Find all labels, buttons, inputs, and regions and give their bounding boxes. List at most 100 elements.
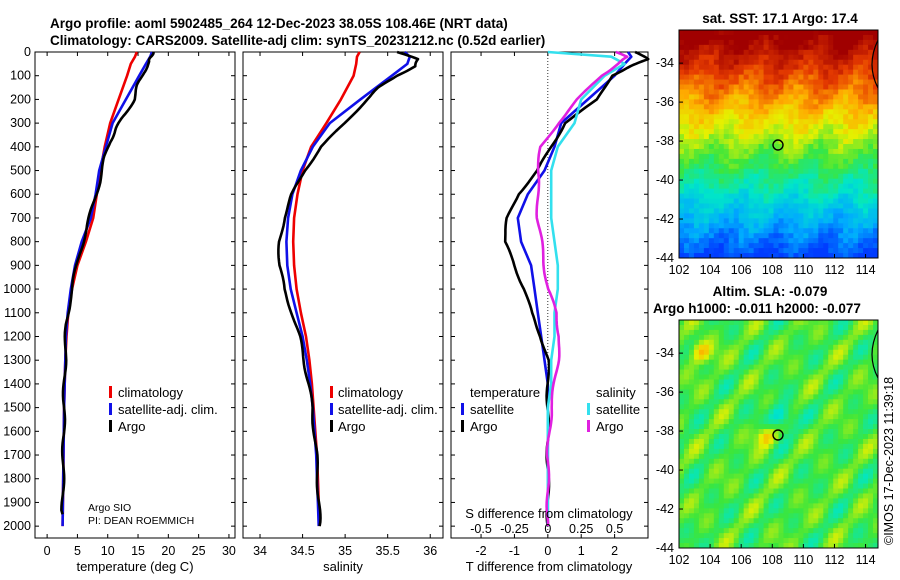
sst-cell [778,163,784,170]
sla-cell [738,483,745,489]
sla-cell [718,339,725,346]
sla-cell [758,533,764,539]
sst-cell [808,94,814,100]
sla-cell [743,419,750,425]
sst-cell [763,188,769,194]
sst-cell [828,193,834,199]
sla-cell [838,483,844,489]
sst-cell [793,163,799,170]
sst-cell [763,114,769,120]
sst-cell [818,233,824,239]
sst-cell [848,153,854,160]
sst-cell [823,208,829,214]
sst-cell [813,228,819,234]
sst-cell [848,228,854,234]
sla-cell [703,320,710,326]
s-tick-label: 0.25 [569,522,593,536]
sst-cell [788,148,794,155]
sla-cell [768,419,774,425]
sst-cell [828,238,834,244]
sst-cell [848,203,854,209]
sla-cell [693,473,700,480]
sla-cell [703,473,710,480]
sla-cell [713,458,720,465]
sla-cell [858,463,864,470]
sla-cell [748,518,755,524]
sst-cell [708,243,715,249]
sla-cell [713,334,720,341]
sst-cell [683,198,690,204]
sst-cell [743,238,750,244]
sla-cell [698,429,705,435]
sla-cell [773,478,779,484]
sla-cell [679,429,685,435]
sst-cell [718,223,725,229]
legend-climatology: climatology [338,385,404,400]
sla-cell [768,329,774,336]
sla-cell [868,434,874,440]
sst-cell [868,104,874,110]
sla-cell [758,508,764,514]
sst-cell [703,178,710,185]
sla-cell [753,334,760,341]
sst-cell [708,74,715,80]
sla-cell [748,359,755,366]
sla-cell [788,339,794,346]
sla-cell [728,369,735,375]
sst-cell [808,49,814,56]
sst-cell [838,59,844,66]
sst-cell [813,39,819,46]
sst-cell [733,94,740,100]
sla-cell [733,543,740,549]
sst-cell [758,94,764,100]
sla-cell [803,473,809,480]
sst-cell [733,124,740,130]
sst-cell [818,148,824,155]
sla-cell [823,543,829,549]
legend-t-argo: Argo [470,419,497,434]
sla-cell [733,513,740,519]
sla-cell [858,404,864,410]
sla-cell [823,374,829,380]
sla-cell [793,483,799,489]
sst-cell [758,39,764,46]
sla-cell [823,493,829,499]
sla-cell [743,404,750,410]
sla-cell [743,478,750,484]
sla-cell [788,329,794,336]
sst-cell [833,178,839,185]
sla-cell [863,463,869,470]
sla-cell [783,389,789,395]
sla-cell [823,538,829,544]
sla-cell [808,513,814,519]
sst-cell [848,134,854,140]
sla-cell [728,473,735,480]
sst-cell [763,153,769,160]
sla-cell [703,334,710,341]
sla-cell [763,324,769,331]
sst-cell [753,168,760,175]
sla-cell [723,518,730,524]
sla-cell [708,523,715,529]
sla-cell [683,354,690,361]
sst-cell [713,129,720,135]
sst-cell [838,79,844,85]
sla-cell [679,369,685,375]
sla-cell [863,518,869,524]
sst-cell [873,148,879,155]
sst-cell [718,193,725,199]
sst-cell [788,134,794,140]
x-tick-label: 15 [131,544,145,558]
sla-cell [778,384,784,390]
sla-cell [848,329,854,336]
sla-cell [863,523,869,529]
sla-cell [843,508,849,514]
sla-cell [733,448,740,455]
sst-cell [723,129,730,135]
sla-cell [738,399,745,405]
sst-cell [718,168,725,175]
sla-cell [818,364,824,370]
sst-cell [738,223,745,229]
sla-cell [858,448,864,455]
sst-cell [723,49,730,56]
